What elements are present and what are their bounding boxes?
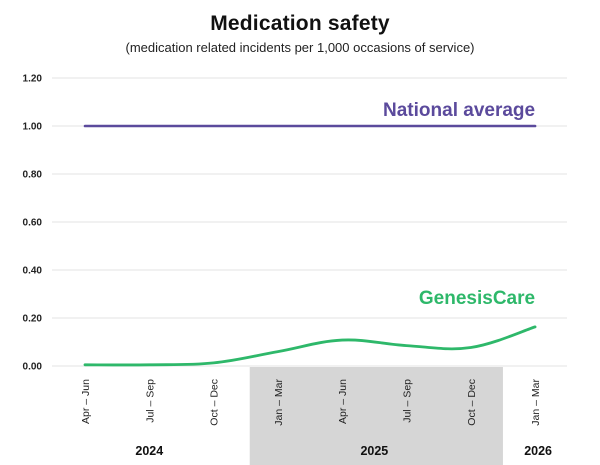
year-label: 2026: [524, 444, 552, 458]
y-tick-label: 0.00: [23, 362, 43, 373]
x-tick-label: Oct – Dec: [466, 379, 478, 426]
gridlines: [52, 77, 567, 367]
y-tick-label: 0.20: [23, 314, 43, 325]
chart-subtitle: (medication related incidents per 1,000 …: [125, 40, 475, 55]
y-tick-label: 1.00: [23, 122, 43, 133]
x-tick-label: Jan – Mar: [530, 378, 542, 425]
series-labels: National average GenesisCare: [383, 100, 535, 309]
series-label: National average: [383, 100, 535, 121]
x-tick-label: Jul – Sep: [144, 379, 156, 423]
series-line-genesiscare: [83, 325, 537, 367]
year-band-layer: [249, 367, 503, 465]
year-labels: 2024 2025 2026: [135, 444, 552, 458]
year-band-2025: [249, 367, 503, 465]
chart-title: Medication safety: [210, 12, 390, 35]
y-tick-label: 0.40: [23, 266, 43, 277]
x-tick-label: Jul – Sep: [402, 379, 414, 423]
y-tick-label: 0.60: [23, 218, 43, 229]
x-tick-label: Oct – Dec: [209, 379, 221, 426]
series-layer: [83, 124, 537, 367]
x-tick-label: Jan – Mar: [273, 378, 285, 425]
x-tick-label: Apr – Jun: [80, 379, 92, 424]
y-tick-label: 0.80: [23, 170, 43, 181]
year-label: 2024: [135, 444, 163, 458]
series-label: GenesisCare: [419, 288, 535, 309]
x-axis-ticks: Apr – Jun Jul – Sep Oct – Dec Jan – Mar Apr …: [80, 378, 542, 425]
y-tick-label: 1.20: [23, 74, 43, 85]
y-axis-ticks: 0.00 0.20 0.40 0.60 0.80 1.00 1.20: [23, 74, 43, 373]
year-label: 2025: [360, 444, 388, 458]
x-tick-label: Apr – Jun: [337, 379, 349, 424]
